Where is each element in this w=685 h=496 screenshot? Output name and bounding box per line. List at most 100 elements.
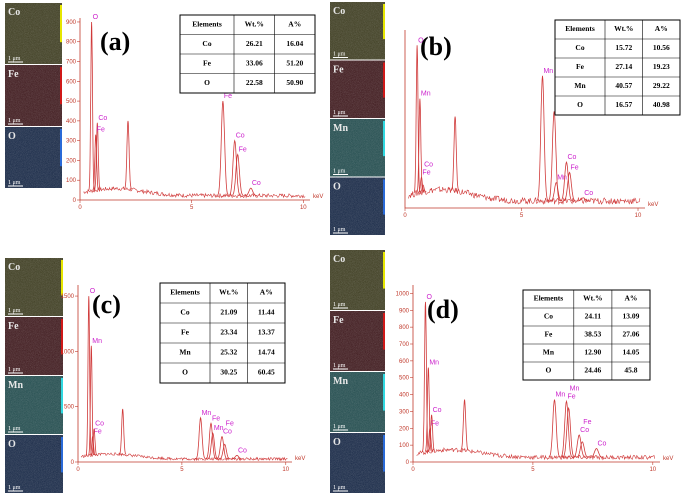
- spectrum-peak: [548, 399, 561, 458]
- peak-label: Fe: [571, 164, 579, 171]
- table-cell: A%: [655, 24, 668, 33]
- table-cell: 30.25: [220, 368, 237, 377]
- map-noise: [330, 372, 385, 432]
- x-axis-label: keV: [295, 456, 305, 462]
- y-tick-label: 300: [399, 409, 410, 415]
- map-edge: [60, 67, 62, 105]
- peak-label: Co: [580, 427, 589, 434]
- spectrum-peak: [217, 101, 229, 196]
- table-cell: A%: [624, 294, 637, 303]
- map-element: Co: [8, 262, 20, 273]
- map-edge: [383, 62, 385, 98]
- spectrum-peak: [428, 414, 436, 452]
- map-edge: [383, 252, 385, 289]
- table-cell: Fe: [544, 330, 553, 339]
- table-cell: O: [545, 366, 551, 375]
- x-tick-label: 5: [190, 205, 194, 211]
- peak-label: Fe: [583, 419, 591, 426]
- map-element: O: [333, 437, 341, 448]
- peak-label: O: [90, 288, 96, 295]
- table-cell: 11.44: [258, 308, 275, 317]
- peak-label: O: [418, 37, 424, 44]
- map-element: Fe: [333, 315, 344, 326]
- x-tick-label: 10: [635, 213, 642, 219]
- map-element: Co: [333, 6, 345, 17]
- map-noise: [5, 435, 63, 493]
- map-scale: 1 μm: [333, 110, 346, 116]
- table-frame: [522, 289, 651, 381]
- map-edge: [61, 319, 63, 355]
- peak-label: Fe: [226, 421, 234, 428]
- spectrum-background: [83, 186, 306, 199]
- map-scale: 1 μm: [333, 424, 346, 430]
- table-cell: Elements: [192, 19, 222, 28]
- table-cell: 14.05: [623, 348, 640, 357]
- table-cell: 27.06: [623, 330, 640, 339]
- map-edge: [383, 121, 385, 157]
- spectrum-peak: [219, 443, 231, 460]
- panel-label: (d): [427, 295, 459, 324]
- x-axis-label: keV: [648, 202, 658, 208]
- peak-label: Fe: [94, 429, 102, 436]
- table-cell: A%: [288, 19, 301, 28]
- spectrum-peak: [575, 441, 589, 458]
- spectrum-peak: [450, 116, 460, 191]
- table-cell: 13.37: [258, 328, 275, 337]
- map-element: Mn: [333, 376, 348, 387]
- table-cell: 13.09: [623, 312, 640, 321]
- map-scale: 1 μm: [333, 363, 346, 369]
- peak-label: O: [426, 294, 432, 301]
- map-edge: [383, 374, 385, 411]
- table-cell: Mn: [179, 348, 191, 357]
- table-cell: Co: [544, 312, 553, 321]
- peak-label: Co: [597, 441, 606, 448]
- spectrum-peak: [92, 134, 100, 191]
- y-tick-label: 400: [66, 119, 77, 125]
- spectrum-peak: [536, 75, 549, 201]
- map-noise: [5, 65, 62, 126]
- y-tick-label: 600: [66, 79, 77, 85]
- map-noise: [330, 177, 385, 235]
- spectrum-peak: [550, 182, 563, 202]
- map-noise: [330, 2, 385, 60]
- table-cell: 23.34: [220, 328, 237, 337]
- peak-label: Fe: [431, 420, 439, 427]
- x-tick-label: 5: [180, 467, 184, 473]
- spectrum-peak: [416, 98, 424, 193]
- table-cell: Wt.%: [245, 19, 264, 28]
- x-tick-label: 0: [76, 467, 80, 473]
- spectrum-peak: [89, 435, 96, 456]
- peak-label: Mn: [570, 385, 580, 392]
- spectrum-peak: [205, 422, 217, 460]
- map-scale: 1 μm: [8, 118, 21, 124]
- table-cell: Fe: [576, 62, 585, 71]
- y-tick-label: 1000: [396, 291, 410, 297]
- spectrum-peak: [207, 432, 219, 460]
- table-frame: [159, 282, 286, 384]
- map-scale: 1 μm: [8, 426, 21, 432]
- x-tick-label: 5: [520, 213, 524, 219]
- map-edge: [383, 4, 385, 40]
- y-tick-label: 900: [399, 308, 410, 314]
- panel-label: (c): [92, 290, 121, 319]
- panel-label: (b): [420, 32, 452, 61]
- map-scale: 1 μm: [333, 485, 346, 491]
- spectrum-peak: [85, 296, 92, 456]
- table-cell: 14.74: [258, 348, 275, 357]
- y-tick-label: 100: [66, 178, 77, 184]
- table-cell: Co: [180, 308, 189, 317]
- spectrum-peak: [228, 139, 241, 196]
- y-tick-label: 0: [71, 460, 75, 466]
- spectrum-peak: [560, 399, 573, 458]
- peak-label: Mn: [421, 91, 431, 98]
- map-scale: 1 μm: [8, 180, 21, 186]
- peak-label: Co: [236, 133, 245, 140]
- peak-label: O: [93, 14, 99, 21]
- map-edge: [60, 129, 62, 167]
- map-noise: [330, 250, 385, 310]
- map-edge: [383, 435, 385, 472]
- spectrum-peak: [589, 448, 604, 458]
- table-cell: Wt.%: [614, 24, 633, 33]
- table-cell: O: [204, 78, 210, 87]
- spectrum-peak: [88, 21, 95, 191]
